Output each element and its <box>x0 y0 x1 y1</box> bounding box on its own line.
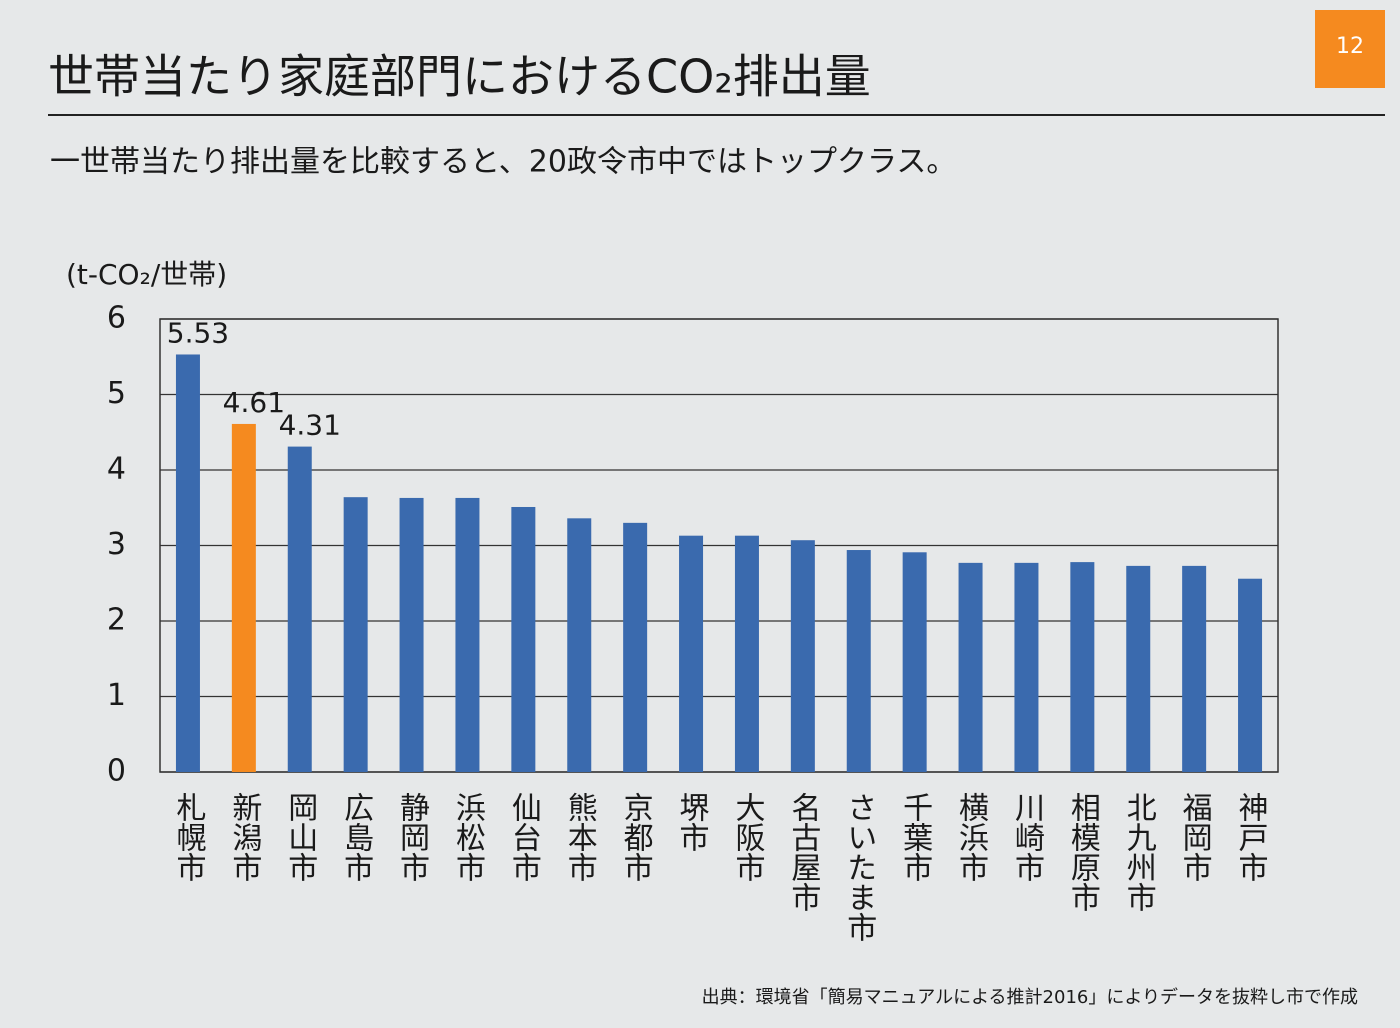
bar <box>231 423 256 772</box>
x-tick-label: 岡山市 <box>282 792 317 882</box>
x-tick-label: 静岡市 <box>394 792 429 882</box>
x-tick-label: 相模原市 <box>1065 792 1101 912</box>
bar <box>455 497 480 772</box>
bar <box>1182 565 1207 772</box>
bar <box>734 535 759 772</box>
subtitle: 一世帯当たり排出量を比較すると、20政令市中ではトップクラス。 <box>50 145 956 180</box>
y-axis-label: (t-CO₂/世帯) <box>66 258 227 291</box>
data-label: 4.31 <box>279 409 341 442</box>
x-tick-label: 広島市 <box>338 792 373 882</box>
bar <box>679 535 704 772</box>
bar <box>846 550 871 772</box>
bar <box>623 522 648 772</box>
y-tick-label: 5 <box>107 376 126 411</box>
source: 出典：環境省「簡易マニュアルによる推計2016」によりデータを抜粋し市で作成 <box>702 987 1358 1008</box>
y-tick-label: 3 <box>107 527 126 562</box>
y-tick-label: 0 <box>107 754 126 789</box>
bar <box>1126 565 1151 772</box>
y-tick-label: 6 <box>107 301 126 336</box>
x-tick-label: 札幌市 <box>170 792 206 882</box>
x-tick-label: 大阪市 <box>729 792 764 882</box>
x-tick-label: 京都市 <box>618 792 654 882</box>
bar <box>511 506 536 772</box>
y-tick-label: 2 <box>107 603 126 638</box>
x-tick-label: 浜松市 <box>450 792 486 882</box>
bar <box>567 518 592 772</box>
bar <box>902 552 927 772</box>
x-tick-label: 仙台市 <box>506 792 542 882</box>
bar <box>1070 562 1095 772</box>
page-number: 12 <box>1336 34 1364 59</box>
page-badge <box>1315 10 1385 88</box>
bar <box>1014 562 1039 772</box>
bar <box>175 354 200 772</box>
x-tick-label: 新潟市 <box>226 792 261 882</box>
y-tick-label: 1 <box>107 678 126 713</box>
y-tick-label: 4 <box>107 452 126 487</box>
x-tick-label: 名古屋市 <box>785 792 820 912</box>
x-tick-label: 横浜市 <box>953 792 989 882</box>
bar <box>343 497 368 772</box>
x-tick-label: 福岡市 <box>1177 792 1213 882</box>
data-label: 5.53 <box>167 316 229 349</box>
bar <box>287 446 312 772</box>
x-tick-label: 熊本市 <box>562 792 597 882</box>
x-tick-label: 堺市 <box>674 792 710 852</box>
data-label: 4.61 <box>223 386 285 419</box>
x-tick-label: 川崎市 <box>1009 792 1045 882</box>
bar <box>1238 578 1263 772</box>
chart-title: 世帯当たり家庭部門におけるCO₂排出量 <box>48 50 871 104</box>
x-tick-label: 北九州市 <box>1121 792 1157 912</box>
bar <box>958 562 983 772</box>
bar <box>399 497 424 772</box>
bar <box>790 540 815 772</box>
x-tick-label: さいたま市 <box>841 792 876 942</box>
x-tick-label: 千葉市 <box>897 792 933 882</box>
x-tick-label: 神戸市 <box>1233 792 1269 882</box>
